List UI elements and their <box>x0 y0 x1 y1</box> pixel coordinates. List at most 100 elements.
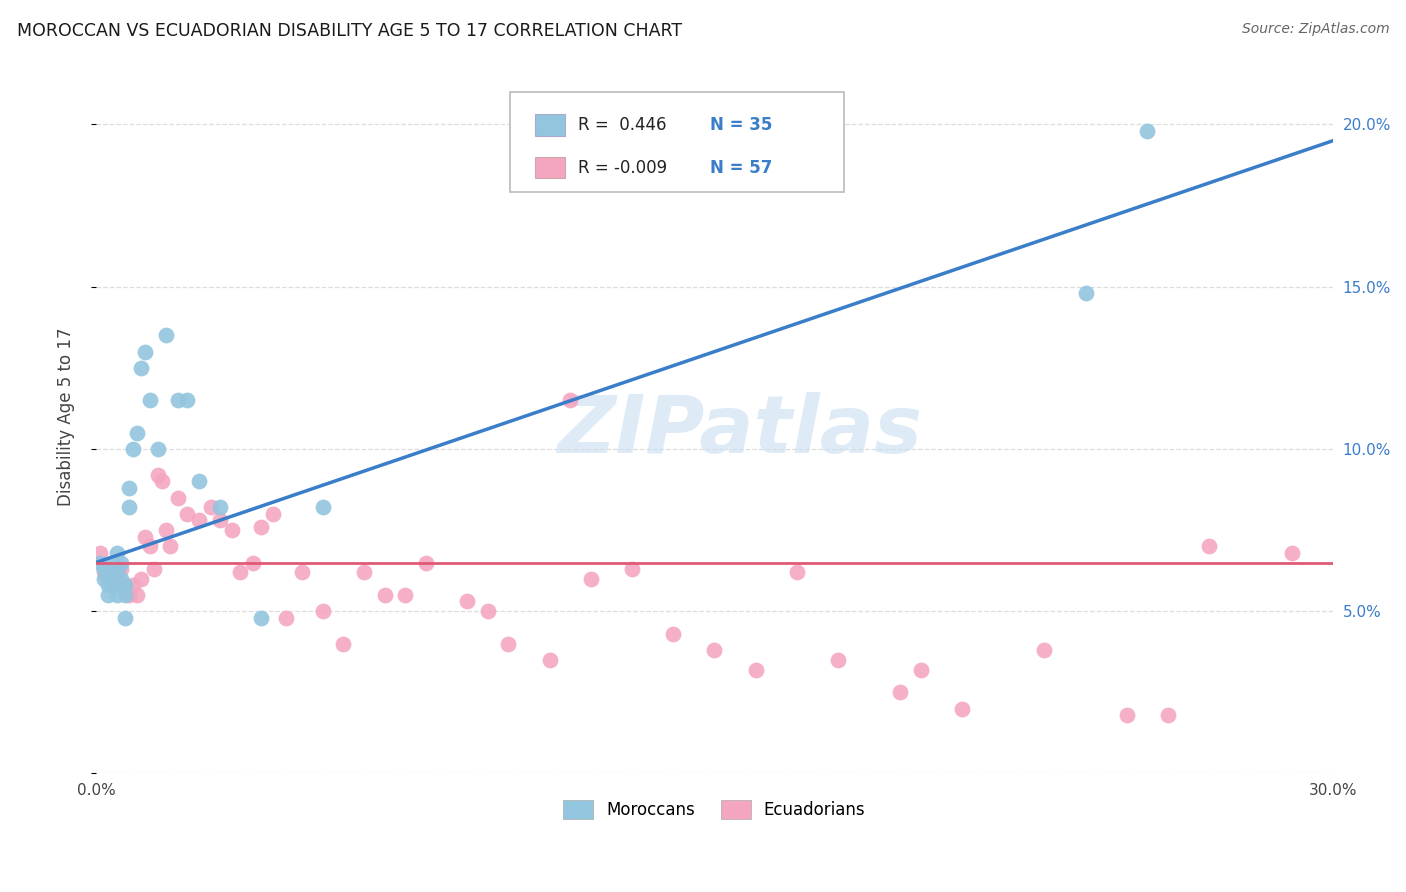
Point <box>118 481 141 495</box>
Point <box>105 546 128 560</box>
Text: MOROCCAN VS ECUADORIAN DISABILITY AGE 5 TO 17 CORRELATION CHART: MOROCCAN VS ECUADORIAN DISABILITY AGE 5 … <box>17 22 682 40</box>
Point <box>114 578 136 592</box>
Point <box>110 556 132 570</box>
Point <box>200 500 222 515</box>
Point <box>456 594 478 608</box>
Point <box>114 610 136 624</box>
Point <box>208 513 231 527</box>
FancyBboxPatch shape <box>510 92 845 192</box>
Point <box>146 442 169 456</box>
Point <box>155 523 177 537</box>
Point <box>1157 708 1180 723</box>
Point <box>703 643 725 657</box>
Point <box>101 578 124 592</box>
Point <box>97 572 120 586</box>
Point <box>498 637 520 651</box>
Point <box>155 328 177 343</box>
Point <box>274 610 297 624</box>
Point <box>786 566 808 580</box>
Point <box>89 556 111 570</box>
Point <box>415 556 437 570</box>
Text: R = -0.009: R = -0.009 <box>578 159 668 177</box>
Point <box>312 500 335 515</box>
Point <box>262 507 284 521</box>
Point <box>1115 708 1137 723</box>
Point <box>353 566 375 580</box>
Point <box>105 588 128 602</box>
Point <box>93 566 115 580</box>
Point <box>122 442 145 456</box>
Point <box>1281 546 1303 560</box>
Point <box>560 393 582 408</box>
Point <box>131 572 153 586</box>
Point <box>97 578 120 592</box>
Point <box>167 491 190 505</box>
Point <box>114 578 136 592</box>
Point <box>1198 539 1220 553</box>
Point <box>221 523 243 537</box>
Point <box>250 520 273 534</box>
Point <box>477 604 499 618</box>
Point <box>827 653 849 667</box>
Point <box>242 556 264 570</box>
Point <box>159 539 181 553</box>
Text: R =  0.446: R = 0.446 <box>578 116 666 134</box>
Point <box>118 588 141 602</box>
Point <box>138 393 160 408</box>
Point <box>579 572 602 586</box>
Point <box>538 653 561 667</box>
Point <box>312 604 335 618</box>
FancyBboxPatch shape <box>536 157 565 178</box>
Point <box>105 562 128 576</box>
Point <box>134 344 156 359</box>
Point <box>374 588 396 602</box>
Point <box>142 562 165 576</box>
Point <box>150 475 173 489</box>
Point <box>131 360 153 375</box>
Text: N = 57: N = 57 <box>710 159 772 177</box>
Text: ZIPatlas: ZIPatlas <box>557 392 922 470</box>
Point <box>134 530 156 544</box>
Point <box>89 546 111 560</box>
Point <box>176 393 198 408</box>
Point <box>1074 286 1097 301</box>
Point <box>394 588 416 602</box>
Point <box>1033 643 1056 657</box>
Point <box>146 467 169 482</box>
Point <box>229 566 252 580</box>
Point <box>110 572 132 586</box>
Point <box>93 562 115 576</box>
Point <box>889 685 911 699</box>
Text: N = 35: N = 35 <box>710 116 772 134</box>
Point <box>101 572 124 586</box>
Point <box>114 588 136 602</box>
Point <box>118 500 141 515</box>
Point <box>97 588 120 602</box>
Text: Source: ZipAtlas.com: Source: ZipAtlas.com <box>1241 22 1389 37</box>
Point <box>97 566 120 580</box>
Point <box>167 393 190 408</box>
Point <box>138 539 160 553</box>
Point <box>621 562 644 576</box>
Point <box>105 572 128 586</box>
Point <box>744 663 766 677</box>
Point <box>101 578 124 592</box>
Point <box>110 562 132 576</box>
Y-axis label: Disability Age 5 to 17: Disability Age 5 to 17 <box>58 327 75 506</box>
Point <box>93 572 115 586</box>
FancyBboxPatch shape <box>536 114 565 136</box>
Point <box>188 513 211 527</box>
Point <box>110 578 132 592</box>
Point <box>910 663 932 677</box>
Point <box>122 578 145 592</box>
Point <box>950 701 973 715</box>
Point <box>188 475 211 489</box>
Point <box>250 610 273 624</box>
Legend: Moroccans, Ecuadorians: Moroccans, Ecuadorians <box>557 793 872 826</box>
Point <box>101 556 124 570</box>
Point <box>1136 124 1159 138</box>
Point <box>291 566 314 580</box>
Point <box>127 588 149 602</box>
Point <box>127 425 149 440</box>
Point <box>105 566 128 580</box>
